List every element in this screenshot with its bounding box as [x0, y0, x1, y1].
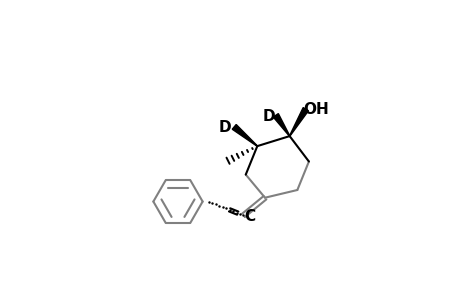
Polygon shape [232, 124, 257, 146]
Text: OH: OH [302, 102, 328, 117]
Text: D: D [262, 109, 274, 124]
Polygon shape [289, 108, 308, 136]
Polygon shape [273, 114, 289, 136]
Text: D: D [218, 120, 231, 135]
Text: C: C [244, 209, 255, 224]
